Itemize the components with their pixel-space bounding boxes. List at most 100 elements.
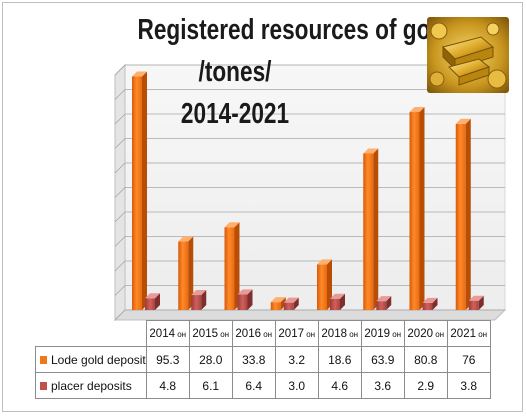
placer-bar-2021-top (468, 295, 484, 301)
lode-bar-2021-top (455, 118, 471, 124)
year-row: 2014 он 2015 он 2016 он 2017 он 2018 он 2019 … (35, 320, 491, 347)
gridline (114, 236, 505, 247)
lode-bar-2016-side (234, 222, 240, 310)
placer-bar-2015-side (201, 290, 207, 310)
gridline (114, 64, 505, 76)
placer-bar-2021-front (468, 300, 479, 310)
legend-key-placer (40, 382, 47, 391)
lode-bar-2018-top (317, 259, 332, 265)
placer-bar-2018-top (330, 293, 345, 299)
placer-bar-2019-front (376, 301, 387, 310)
tick-label-2018: 2018 он (317, 320, 362, 347)
data-label-lode-2016: 33.8 (231, 346, 276, 373)
data-label-lode-2020: 80.8 (403, 346, 448, 373)
tick-label-2020: 2020 он (403, 320, 448, 347)
lode-bar-2020-front (409, 112, 420, 310)
legend-entry-lode: Lode gold deposit (35, 346, 147, 373)
placer-bar-2015-front (191, 295, 202, 310)
placer-bar-2020-top (422, 297, 438, 303)
data-label-placer-2016: 6.4 (231, 372, 276, 399)
placer-bar-2014-front (145, 298, 155, 310)
data-label-placer-2019: 3.6 (360, 372, 405, 399)
gridline (114, 138, 505, 149)
plot-area (113, 63, 507, 322)
data-label-lode-2018: 18.6 (317, 346, 362, 373)
gridline (114, 89, 505, 100)
lode-bar-2019-side (373, 148, 379, 310)
gridline (114, 113, 505, 125)
tick-label-2015: 2015 он (188, 320, 233, 347)
gridline (114, 162, 505, 174)
lode-bar-2019-front (363, 153, 374, 310)
gridline (114, 285, 505, 296)
legend-label-placer: placer deposits (51, 378, 132, 393)
data-label-placer-2014: 4.8 (145, 372, 190, 399)
data-label-lode-2015: 28.0 (188, 346, 233, 373)
lode-bar-2017-front (270, 302, 281, 310)
lode-row: Lode gold deposit 95.3 28.0 33.8 3.2 18.6 63.… (35, 346, 491, 373)
data-label-placer-2015: 6.1 (188, 372, 233, 399)
lode-bar-2018-side (327, 259, 332, 310)
data-label-placer-2017: 3.0 (274, 372, 319, 399)
placer-bar-2020-side (432, 297, 438, 310)
lode-bar-2015-top (178, 236, 194, 242)
lode-bar-2015-front (178, 241, 189, 310)
legend-key-lode (40, 356, 47, 365)
placer-bar-2016-top (237, 289, 253, 295)
gridline (114, 187, 505, 198)
lode-bar-2019-top (363, 148, 379, 154)
lode-bar-2020-top (409, 107, 425, 113)
placer-bar-2016-front (237, 294, 248, 310)
placer-bar-2018-front (330, 298, 340, 310)
blank-header-cell (35, 320, 147, 347)
chart-title-line-1: Registered resources of gold (137, 14, 451, 46)
tick-label-2019: 2019 он (360, 320, 405, 347)
placer-bar-2018-side (340, 293, 345, 310)
tick-label-2014: 2014 он (145, 320, 190, 347)
data-label-placer-2021: 3.8 (446, 372, 491, 399)
lode-bar-2014-side (142, 71, 147, 310)
legend-entry-placer: placer deposits (35, 372, 147, 399)
data-label-lode-2017: 3.2 (274, 346, 319, 373)
chart-title-line-3: 2014-2021 (180, 98, 290, 130)
lode-bar-2021-side (465, 118, 471, 310)
lode-bar-2016-front (224, 227, 235, 310)
lode-bar-2017-side (280, 297, 286, 310)
lode-bar-2021-front (455, 123, 466, 310)
lode-bar-2017-top (270, 297, 286, 303)
lode-bar-2018-front (317, 264, 327, 310)
data-label-placer-2018: 4.6 (317, 372, 362, 399)
data-table: 2014 он 2015 он 2016 он 2017 он 2018 он 2019 … (35, 320, 491, 399)
placer-bar-2017-top (283, 297, 299, 303)
lode-bar-2015-side (188, 236, 194, 310)
legend-label-lode: Lode gold deposit (51, 352, 146, 367)
placer-bar-2020-front (422, 302, 433, 310)
placer-bar-2017-front (283, 302, 294, 310)
lode-bar-2016-top (224, 222, 240, 228)
placer-bar-2016-side (247, 289, 253, 310)
data-label-lode-2019: 63.9 (360, 346, 405, 373)
placer-bar-2015-top (191, 290, 207, 296)
placer-bar-2017-side (293, 297, 299, 310)
lode-bar-2020-side (419, 107, 425, 310)
placer-bar-2019-side (386, 296, 392, 310)
data-label-lode-2014: 95.3 (145, 346, 190, 373)
placer-row: placer deposits 4.8 6.1 6.4 3.0 4.6 3.6 2.9 3.8 (35, 372, 491, 399)
lode-bar-2014-front (132, 76, 142, 310)
placer-bar-2014-side (155, 293, 160, 310)
gridline (114, 211, 505, 223)
gold-bars-image (427, 17, 509, 93)
data-label-placer-2020: 2.9 (403, 372, 448, 399)
chart-title-line-2: /tones/ (198, 56, 272, 88)
placer-bar-2019-top (376, 296, 392, 302)
chart-frame (2, 2, 523, 412)
tick-label-2016: 2016 он (231, 320, 276, 347)
placer-bar-2021-side (478, 295, 484, 310)
gridline (114, 260, 505, 272)
tick-label-2021: 2021 он (446, 320, 491, 347)
tick-label-2017: 2017 он (274, 320, 319, 347)
lode-bar-2014-top (132, 71, 147, 77)
placer-bar-2014-top (145, 293, 160, 299)
data-label-lode-2021: 76 (446, 346, 491, 373)
